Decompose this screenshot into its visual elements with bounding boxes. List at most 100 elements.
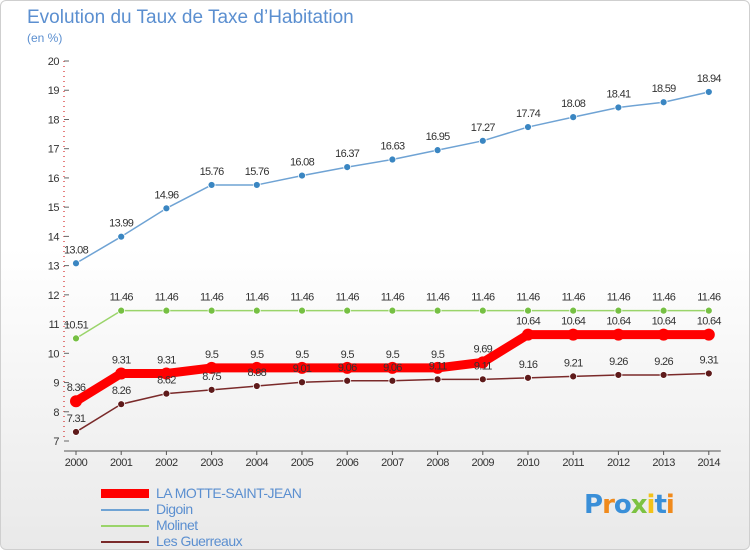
data-point-la-motte-saint-jean [386, 361, 399, 374]
data-label-digoin: 16.08 [290, 157, 315, 169]
y-tick-label: 7 [53, 436, 59, 448]
y-tick-label: 20 [48, 56, 60, 68]
data-label-molinet: 11.46 [245, 292, 269, 304]
data-point-les-guerreaux [162, 389, 171, 398]
data-point-la-motte-saint-jean [296, 361, 308, 374]
legend-swatch-la-motte [101, 489, 149, 498]
data-point-digoin [569, 113, 578, 122]
data-point-les-guerreaux [298, 378, 306, 387]
data-label-digoin: 18.59 [652, 83, 677, 95]
y-tick-label: 10 [48, 348, 60, 360]
data-point-la-motte-saint-jean [341, 361, 354, 374]
data-point-molinet [207, 306, 216, 315]
data-label-digoin: 13.08 [64, 244, 89, 256]
y-tick-label: 12 [48, 290, 60, 302]
data-label-la-motte-saint-jean: 10.64 [516, 316, 541, 328]
data-label-molinet: 11.46 [110, 292, 134, 304]
data-point-molinet [524, 306, 532, 315]
data-point-la-motte-saint-jean [115, 367, 128, 380]
data-label-la-motte-saint-jean: 9.5 [250, 349, 264, 361]
data-label-les-guerreaux: 9.11 [429, 360, 447, 372]
data-point-digoin [252, 181, 261, 189]
data-label-digoin: 18.94 [697, 73, 722, 85]
data-label-la-motte-saint-jean: 9.31 [112, 354, 131, 366]
data-label-molinet: 11.46 [652, 292, 676, 304]
data-label-la-motte-saint-jean: 10.64 [606, 316, 631, 328]
data-point-les-guerreaux [524, 373, 532, 382]
series-line-digoin [75, 91, 710, 265]
data-point-la-motte-saint-jean [205, 361, 218, 374]
data-point-digoin [524, 123, 532, 131]
x-tick-label: 2002 [155, 457, 178, 469]
y-tick-label: 9 [53, 378, 59, 390]
data-point-molinet [252, 306, 261, 315]
logo-letter: r [602, 490, 615, 520]
data-point-les-guerreaux [614, 371, 623, 379]
data-label-digoin: 16.95 [426, 131, 451, 143]
proxiti-logo: Proxiti [584, 490, 675, 520]
data-point-molinet [117, 306, 126, 315]
data-point-molinet [343, 306, 352, 315]
x-tick-label: 2004 [246, 457, 269, 469]
data-point-la-motte-saint-jean [250, 361, 263, 374]
data-label-digoin: 15.76 [245, 166, 270, 178]
data-label-la-motte-saint-jean: 8.36 [67, 382, 86, 394]
legend-swatch-molinet [101, 525, 149, 527]
data-label-les-guerreaux: 8.88 [247, 367, 266, 379]
data-point-molinet [704, 306, 713, 315]
data-point-molinet [614, 306, 623, 315]
data-label-digoin: 17.74 [516, 108, 541, 120]
x-tick-label: 2014 [698, 457, 721, 469]
data-label-les-guerreaux: 9.26 [654, 356, 673, 368]
data-label-digoin: 18.41 [606, 88, 631, 100]
data-point-les-guerreaux [659, 371, 668, 379]
x-tick-label: 2007 [381, 457, 404, 469]
data-label-les-guerreaux: 8.26 [112, 385, 131, 397]
data-label-la-motte-saint-jean: 9.5 [295, 349, 309, 361]
data-point-les-guerreaux [117, 400, 126, 409]
legend-swatch-digoin [101, 509, 149, 511]
data-label-la-motte-saint-jean: 9.5 [431, 349, 445, 361]
data-label-les-guerreaux: 7.31 [67, 413, 86, 425]
data-point-les-guerreaux [478, 375, 487, 384]
legend-swatch-les-guerreaux [101, 541, 149, 543]
data-point-molinet [298, 306, 306, 315]
data-label-molinet: 11.46 [426, 292, 450, 304]
data-point-la-motte-saint-jean [476, 356, 489, 369]
data-label-les-guerreaux: 9.11 [474, 360, 492, 372]
data-label-digoin: 14.96 [154, 189, 179, 201]
data-label-molinet: 11.46 [336, 292, 360, 304]
data-point-digoin [117, 232, 126, 241]
data-point-les-guerreaux [569, 372, 578, 381]
y-tick-label: 17 [48, 144, 60, 156]
data-label-digoin: 13.99 [109, 218, 134, 230]
data-point-la-motte-saint-jean [612, 328, 625, 341]
data-point-la-motte-saint-jean [522, 328, 534, 341]
data-label-les-guerreaux: 9.21 [564, 357, 583, 369]
data-point-digoin [478, 136, 487, 145]
data-label-la-motte-saint-jean: 9.5 [341, 349, 355, 361]
data-label-les-guerreaux: 9.01 [293, 363, 312, 375]
data-label-molinet: 10.51 [64, 319, 89, 331]
legend-label-la-motte: LA MOTTE-SAINT-JEAN [156, 485, 302, 501]
data-label-molinet: 11.46 [471, 292, 495, 304]
data-label-la-motte-saint-jean: 9.5 [386, 349, 400, 361]
data-label-les-guerreaux: 9.16 [519, 359, 538, 371]
data-point-la-motte-saint-jean [431, 361, 444, 374]
x-tick-label: 2006 [336, 457, 359, 469]
x-tick-label: 2013 [652, 457, 675, 469]
legend-label-les-guerreaux: Les Guerreaux [156, 533, 243, 549]
x-tick-label: 2008 [426, 457, 449, 469]
data-point-digoin [162, 204, 171, 213]
data-point-les-guerreaux [343, 376, 352, 385]
x-tick-label: 2001 [110, 457, 133, 469]
data-point-digoin [298, 171, 306, 180]
x-tick-label: 2003 [200, 457, 223, 469]
y-tick-label: 14 [48, 231, 60, 243]
data-point-les-guerreaux [433, 375, 442, 384]
data-point-molinet [433, 306, 442, 315]
logo-letter: i [646, 490, 656, 520]
data-point-digoin [433, 146, 442, 155]
data-label-les-guerreaux: 9.26 [609, 356, 628, 368]
